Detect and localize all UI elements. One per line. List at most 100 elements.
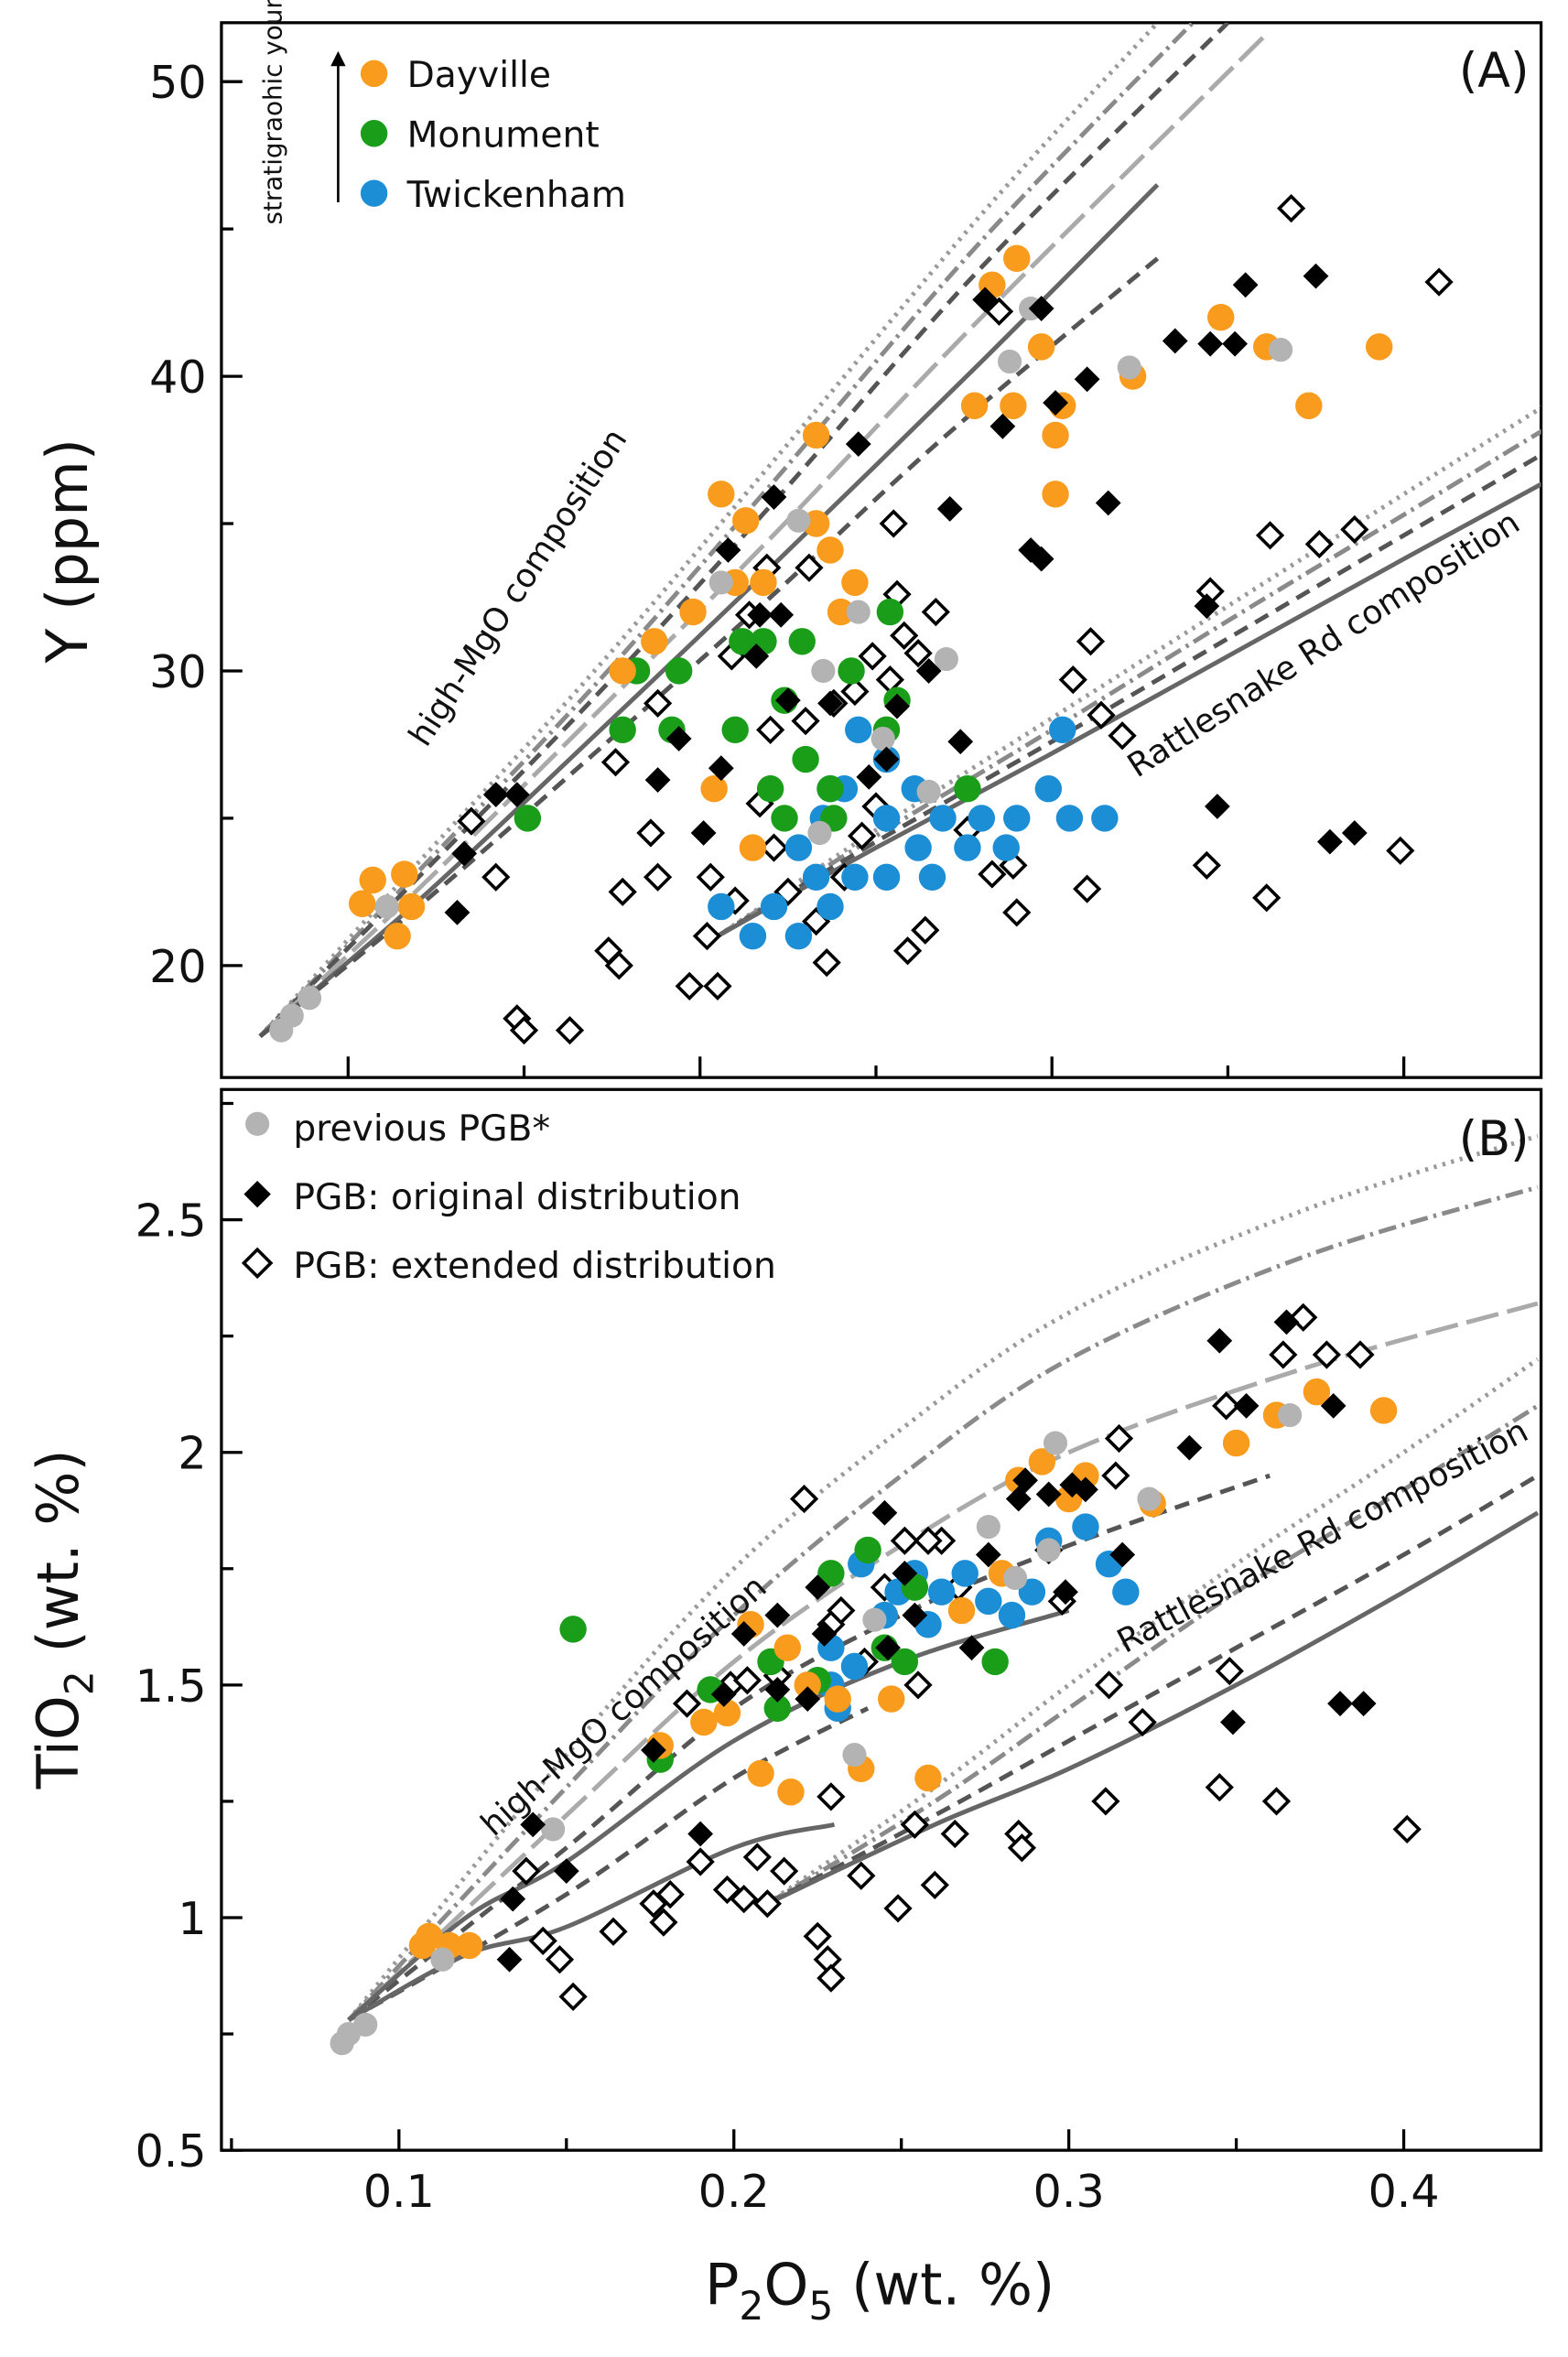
model-curve-rattlesnake-rd-9 [766,1474,1540,1906]
point-pgb-extended-distribution [1076,627,1106,656]
point-pgb-extended-distribution [999,850,1028,881]
point-pgb-original-distribution [1028,296,1054,321]
point-twickenham [954,834,981,861]
point-pgb-original-distribution [795,1686,821,1712]
point-pgb-extended-distribution [643,862,673,892]
point-dayville [1207,303,1235,331]
point-pgb-extended-distribution [696,862,725,892]
legend-marker-previous-pgb [245,1111,270,1136]
point-pgb-extended-distribution [636,818,665,848]
point-twickenham [975,1587,1002,1616]
arrow-head-icon [330,50,346,67]
model-curve-rattlesnake-rd-8 [716,452,1541,938]
point-pgb-extended-distribution [1007,1833,1037,1863]
point-pgb-extended-distribution [1128,1707,1157,1737]
point-dayville [1222,1429,1250,1457]
point-previous-pgb [862,1607,887,1632]
point-pgb-extended-distribution [847,821,877,850]
point-previous-pgb [430,1947,455,1972]
point-pgb-extended-distribution [892,936,923,966]
point-pgb-extended-distribution [903,1670,933,1700]
x-tick-label: 0.4 [1368,2165,1440,2218]
point-monument [756,775,784,803]
point-previous-pgb [786,508,811,533]
point-previous-pgb [997,349,1022,374]
point-dayville [1003,244,1031,273]
point-pgb-extended-distribution [921,597,950,627]
point-pgb-original-distribution [496,1946,523,1973]
point-pgb-extended-distribution [890,621,919,650]
point-dayville [750,568,777,597]
model-curve-rattlesnake-rd-7 [716,428,1541,938]
point-pgb-extended-distribution [759,833,789,862]
legend-label-dayville: Dayville [407,55,551,96]
point-pgb-original-distribution [1028,546,1054,572]
point-monument [792,745,819,773]
point-monument [721,716,749,744]
point-pgb-original-distribution [764,1677,791,1703]
point-pgb-extended-distribution [879,509,908,538]
point-pgb-extended-distribution [643,688,673,718]
point-twickenham [872,863,901,891]
point-pgb-extended-distribution [742,1843,772,1872]
point-pgb-extended-distribution [1424,267,1454,297]
legend-label-twickenham: Twickenham [406,175,626,216]
point-pgb-extended-distribution [600,748,631,777]
point-dayville [609,657,636,685]
point-pgb-extended-distribution [1108,721,1137,751]
point-previous-pgb [871,726,895,751]
point-pgb-original-distribution [875,1635,901,1661]
legend-marker-twickenham [360,179,388,207]
point-pgb-extended-distribution [803,1921,832,1951]
point-previous-pgb [1043,1431,1068,1455]
y-tick-label: 1 [178,1892,206,1945]
point-twickenham [918,863,946,891]
point-monument [876,598,904,626]
panel-b-legend: previous PGB* PGB: original distribution… [241,1108,776,1287]
point-twickenham [1034,775,1063,803]
point-pgb-extended-distribution [752,1889,782,1919]
point-pgb-extended-distribution [1002,898,1032,927]
point-pgb-extended-distribution [545,1945,575,1974]
point-monument [559,1616,587,1643]
point-pgb-extended-distribution [672,1689,702,1718]
model-curve-rattlesnake-rd-9 [716,481,1541,938]
point-dayville [816,536,844,564]
point-monument [817,1560,845,1587]
point-pgb-extended-distribution [1091,1787,1120,1816]
point-monument [788,628,816,655]
point-monument [838,657,865,685]
point-monument [771,805,798,832]
point-twickenham [1003,805,1031,832]
point-previous-pgb [1269,338,1293,362]
point-pgb-extended-distribution [692,922,722,951]
point-monument [981,1648,1009,1676]
model-curve-high-mgo-1 [258,22,1195,1038]
point-dayville [1295,392,1323,419]
point-pgb-extended-distribution [816,1782,846,1811]
point-pgb-extended-distribution [1212,1391,1241,1421]
point-pgb-original-distribution [1273,1309,1300,1335]
point-pgb-extended-distribution [703,971,732,1001]
point-pgb-extended-distribution [1104,1423,1134,1454]
x-tick-label: 0.1 [363,2165,435,2218]
model-curve-high-mgo-3 [258,36,1265,1038]
point-dayville [359,866,386,894]
point-pgb-original-distribution [644,767,671,793]
legend-label-previous-pgb: previous PGB* [293,1108,550,1150]
legend-arrow-label: stratigraohic younging [257,0,287,224]
point-previous-pgb [1117,355,1141,380]
point-pgb-original-distribution [743,643,770,669]
point-pgb-extended-distribution [509,1016,539,1045]
y-tick-label: 40 [149,351,206,404]
point-twickenham [1112,1578,1140,1606]
point-previous-pgb [1137,1487,1162,1511]
point-dayville [1000,392,1027,419]
point-pgb-extended-distribution [481,862,511,892]
point-pgb-original-distribution [892,1560,918,1586]
point-pgb-extended-distribution [978,860,1007,889]
point-dayville [1369,1397,1398,1424]
point-pgb-extended-distribution [789,1484,819,1514]
point-twickenham [784,922,813,950]
x-title-base: P [705,2251,739,2318]
